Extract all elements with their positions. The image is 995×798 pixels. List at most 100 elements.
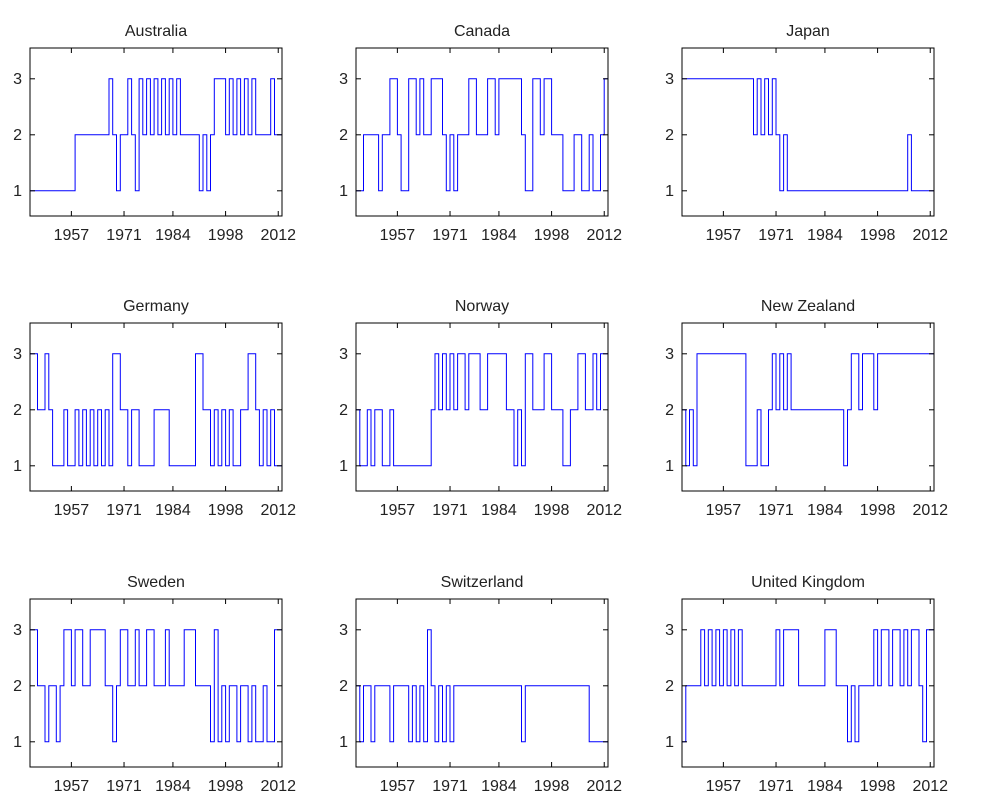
series-line [30,78,282,192]
y-tick-label: 2 [665,678,674,695]
panel-switzerland: Switzerland 1957 1971 1984 1998 2012 1 2 3 [339,574,622,795]
axes-box [355,47,609,217]
y-tick-label: 3 [665,346,674,363]
x-tick-label: 1984 [481,778,517,795]
x-tick-label: 1957 [54,502,90,519]
x-tick-label: 1957 [706,227,742,244]
x-tick-label: 2012 [912,502,948,519]
x-tick-label: 1984 [807,502,843,519]
panel-title: Canada [454,23,510,40]
y-tick-label: 3 [339,346,348,363]
x-tick-label: 1971 [106,227,142,244]
axes-box [681,47,935,217]
panel-title: Germany [123,298,189,315]
x-tick-label: 1984 [155,778,191,795]
y-tick-label: 1 [665,734,674,751]
y-tick-label: 2 [339,402,348,419]
x-tick-label: 1984 [481,227,517,244]
y-tick-label: 2 [13,402,22,419]
x-tick-label: 1998 [534,227,570,244]
x-tick-label: 1957 [380,502,416,519]
x-tick-label: 1971 [758,502,794,519]
x-tick-label: 2012 [260,502,296,519]
panel-australia: Australia 1957 1971 1984 1998 2012 1 2 3 [13,23,296,244]
panel-united-kingdom: United Kingdom 1957 1971 1984 1998 2012 1 2 3 [665,574,948,795]
x-tick-label: 1957 [380,227,416,244]
panel-new-zealand: New Zealand 1957 1971 1984 1998 2012 1 2 3 [665,298,948,519]
series-line [356,629,608,743]
axes-box [29,322,283,492]
y-tick-label: 1 [665,183,674,200]
panel-title: New Zealand [761,298,855,315]
panel-title: Sweden [127,574,185,591]
y-tick-label: 3 [13,622,22,639]
x-tick-label: 1971 [758,227,794,244]
y-tick-label: 2 [665,127,674,144]
x-tick-label: 1984 [155,227,191,244]
x-tick-label: 2012 [260,227,296,244]
axes-box [681,598,935,768]
x-tick-label: 1984 [155,502,191,519]
y-tick-label: 1 [339,183,348,200]
x-tick-label: 1998 [208,502,244,519]
axes-box [29,47,283,217]
panel-title: Australia [125,23,187,40]
x-tick-label: 1998 [860,778,896,795]
y-tick-label: 2 [339,678,348,695]
y-tick-label: 1 [13,458,22,475]
x-tick-label: 2012 [586,778,622,795]
x-tick-label: 1957 [54,227,90,244]
panel-title: Japan [786,23,830,40]
panel-title: United Kingdom [751,574,865,591]
panel-title: Switzerland [441,574,524,591]
series-line [356,78,608,192]
x-tick-label: 1998 [534,502,570,519]
x-tick-label: 2012 [586,502,622,519]
y-tick-label: 2 [13,127,22,144]
y-tick-label: 1 [13,183,22,200]
x-tick-label: 1971 [106,502,142,519]
x-tick-label: 1984 [807,227,843,244]
panel-canada: Canada 1957 1971 1984 1998 2012 1 2 3 [339,23,622,244]
x-tick-label: 2012 [912,227,948,244]
y-tick-label: 1 [339,734,348,751]
y-tick-label: 1 [13,734,22,751]
y-tick-label: 1 [339,458,348,475]
axes-box [355,322,609,492]
x-tick-label: 1971 [432,778,468,795]
axes-box [29,598,283,768]
x-tick-label: 1957 [54,778,90,795]
y-tick-label: 3 [13,71,22,88]
series-line [682,78,934,192]
x-tick-label: 2012 [586,227,622,244]
x-tick-label: 1998 [860,227,896,244]
x-tick-label: 1971 [432,502,468,519]
axes-box [355,598,609,768]
x-tick-label: 2012 [912,778,948,795]
panel-japan: Japan 1957 1971 1984 1998 2012 1 2 3 [665,23,948,244]
series-line [682,353,934,467]
x-tick-label: 1998 [534,778,570,795]
y-tick-label: 3 [665,71,674,88]
panel-norway: Norway 1957 1971 1984 1998 2012 1 2 3 [339,298,622,519]
series-line [682,629,934,743]
x-tick-label: 1998 [860,502,896,519]
x-tick-label: 1957 [706,778,742,795]
series-line [356,353,608,467]
x-tick-label: 2012 [260,778,296,795]
series-line [30,353,282,467]
axes-box [681,322,935,492]
x-tick-label: 1998 [208,227,244,244]
y-tick-label: 1 [665,458,674,475]
y-tick-label: 3 [339,71,348,88]
x-tick-label: 1984 [481,502,517,519]
x-tick-label: 1971 [758,778,794,795]
panel-sweden: Sweden 1957 1971 1984 1998 2012 1 2 3 [13,574,296,795]
x-tick-label: 1971 [432,227,468,244]
panel-germany: Germany 1957 1971 1984 1998 2012 1 2 3 [13,298,296,519]
y-tick-label: 3 [665,622,674,639]
x-tick-label: 1957 [706,502,742,519]
y-tick-label: 2 [339,127,348,144]
y-tick-label: 3 [13,346,22,363]
